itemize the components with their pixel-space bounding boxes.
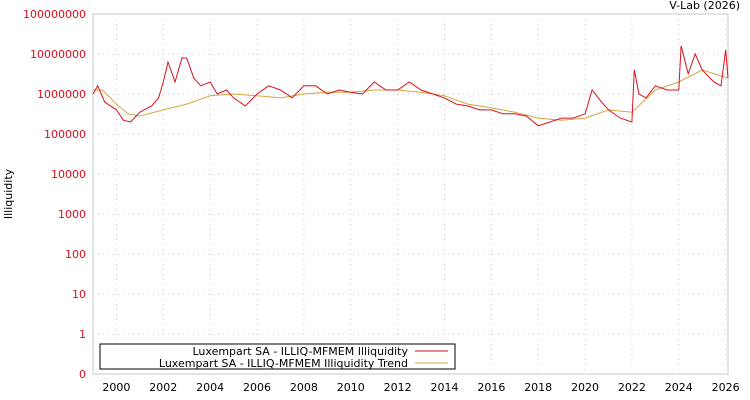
legend: Luxempart SA - ILLIQ-MFMEM Illiquidity L… [99,343,456,370]
x-tick-label: 2026 [712,381,740,394]
x-tick-label: 2000 [102,381,130,394]
x-tick-label: 2014 [430,381,458,394]
x-tick-label: 2016 [477,381,505,394]
x-tick-label: 2006 [243,381,271,394]
y-tick-label: 100000 [44,128,86,141]
watermark: V-Lab (2026) [669,0,740,12]
y-tick-label: 1000000 [37,88,86,101]
y-tick-label: 10000000 [30,48,86,61]
x-tick-label: 2012 [384,381,412,394]
x-tick-label: 2018 [524,381,552,394]
x-tick-label: 2020 [571,381,599,394]
x-tick-label: 2010 [337,381,365,394]
y-axis-label: Illiquidity [2,168,15,219]
y-tick-label: 1000 [58,208,86,221]
legend-box [99,343,456,370]
grid [93,14,728,374]
y-tick-label: 100000000 [23,8,86,21]
legend-label-series: Luxempart SA - ILLIQ-MFMEM Illiquidity [193,345,409,358]
x-tick-label: 2024 [665,381,693,394]
y-tick-label: 10 [72,288,86,301]
y-tick-label: 10000 [51,168,86,181]
y-tick-label: 1 [79,328,86,341]
x-tick-label: 2022 [618,381,646,394]
x-tick-label: 2008 [290,381,318,394]
x-tick-label: 2004 [196,381,224,394]
x-tick-label: 2002 [149,381,177,394]
illiquidity-line [92,45,729,127]
y-tick-label: 0 [79,368,86,381]
y-tick-label: 100 [65,248,86,261]
legend-label-trend: Luxempart SA - ILLIQ-MFMEM Illiquidity T… [159,357,408,370]
plot-area [92,13,729,375]
